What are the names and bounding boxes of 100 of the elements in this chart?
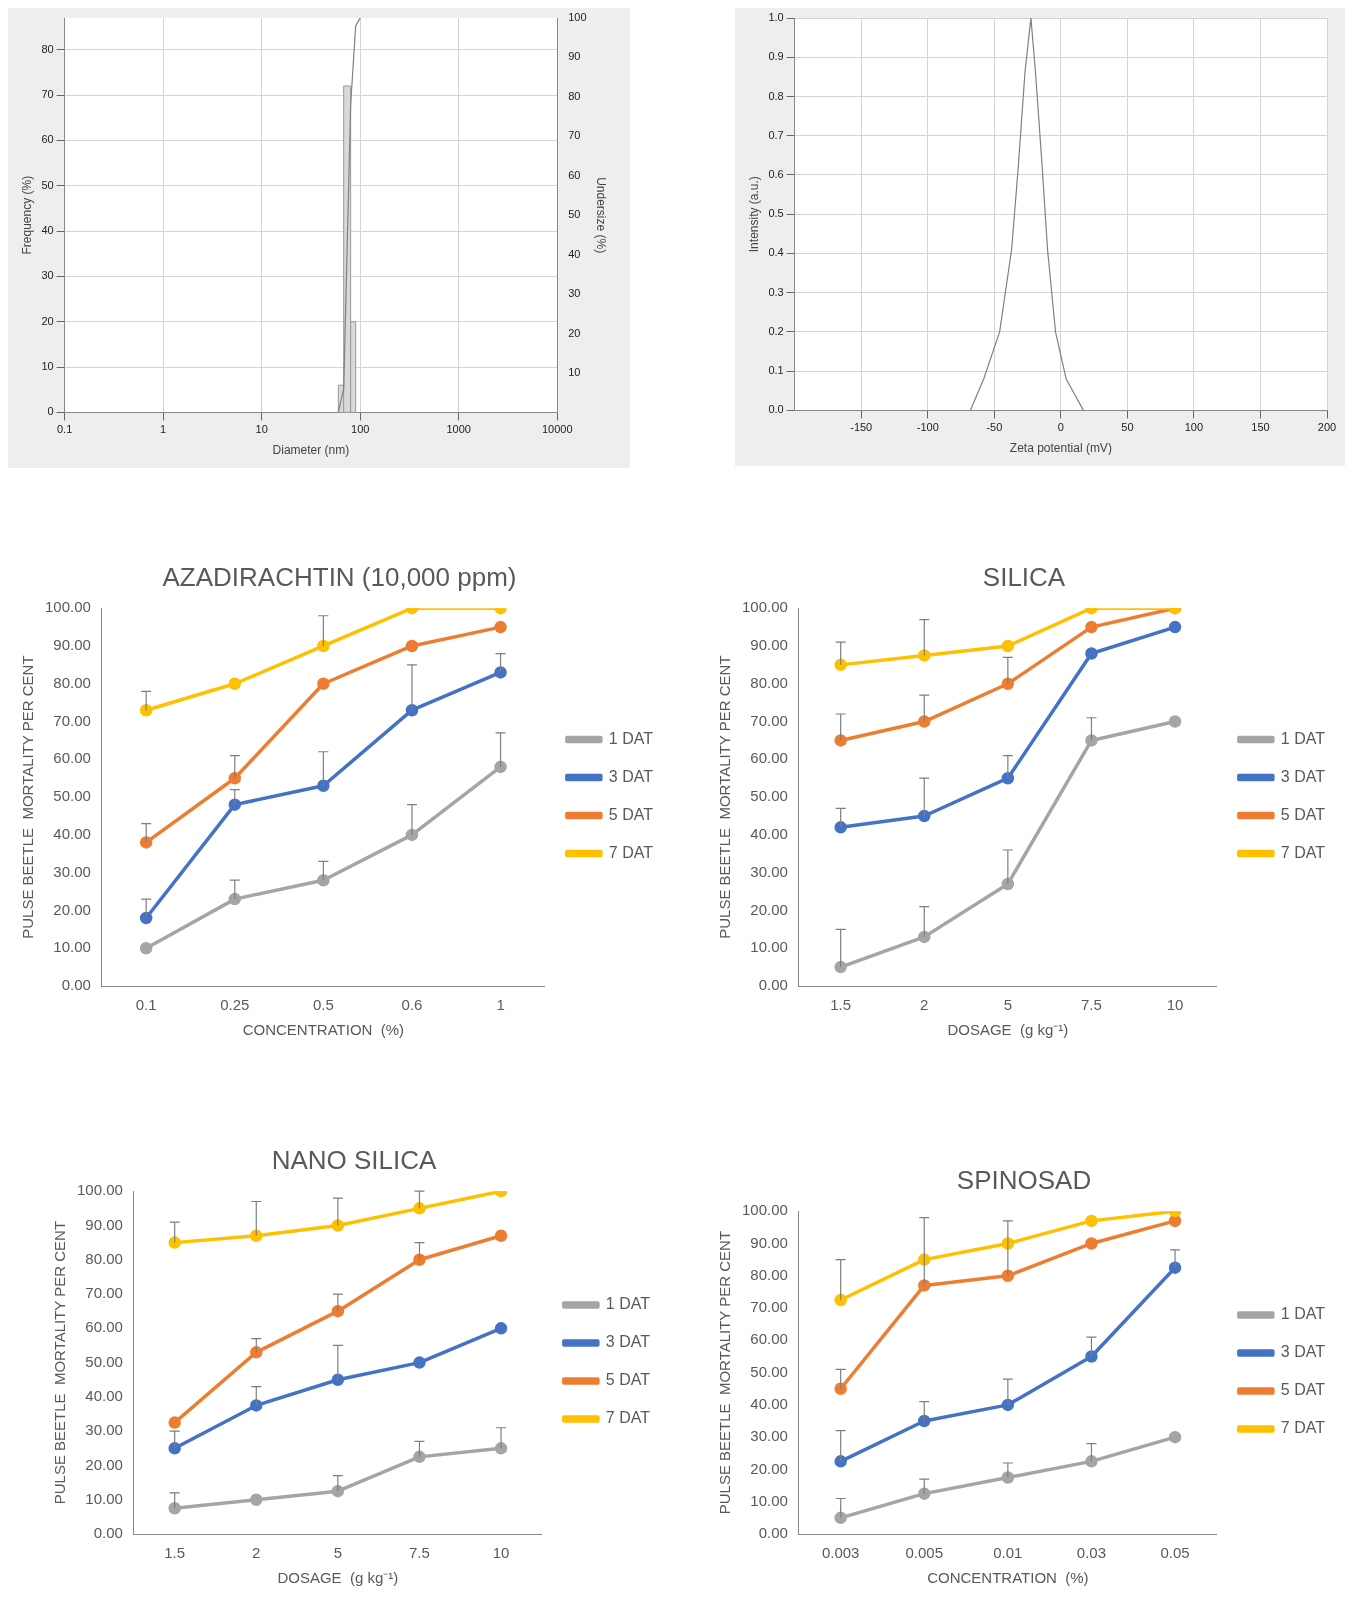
x-axis-title: DOSAGE (g kg⁻¹) (947, 1021, 1069, 1039)
y-tick-label: 80.00 (750, 1265, 788, 1283)
x-tick-label: 1.5 (164, 1544, 186, 1562)
legend-label: 7 DAT (608, 843, 654, 861)
point (250, 1229, 263, 1243)
y-tick-label: 90.00 (750, 636, 788, 654)
point (1001, 639, 1015, 653)
y-tick-label: 60 (41, 133, 54, 146)
y-axis-title: PULSE BEETLE MORTALITY PER CENT (51, 1220, 69, 1505)
y2-tick-label: 10 (568, 365, 581, 378)
y-axis-title: PULSE BEETLE MORTALITY PER CENT (716, 1230, 734, 1515)
x-tick-label: 200 (1317, 421, 1337, 434)
y-tick-label: 1.0 (768, 11, 784, 24)
x-tick-label: 100 (1184, 421, 1204, 434)
x-tick-label: 10 (492, 1544, 510, 1562)
x-tick-label: 0.25 (220, 996, 250, 1014)
point (139, 836, 153, 849)
x-tick-label: 0.05 (1160, 1544, 1190, 1562)
y-tick-label: 60.00 (750, 749, 788, 767)
x-axis-title: Diameter (nm) (272, 443, 350, 458)
y-tick-label: 0.00 (758, 1524, 788, 1542)
legend-label: 5 DAT (608, 805, 654, 823)
y-tick-label: 30.00 (750, 862, 788, 880)
y-tick-label: 100.00 (741, 1201, 788, 1219)
x-tick-label: 10 (255, 423, 268, 436)
y-tick-label: 0.6 (768, 167, 784, 180)
x-tick-label: 150 (1251, 421, 1270, 434)
y-tick-label: 80.00 (53, 673, 91, 691)
point (918, 1279, 931, 1292)
point (1168, 1214, 1182, 1228)
legend-label: 1 DAT (1280, 729, 1326, 747)
y-tick-label: 30.00 (53, 862, 91, 880)
point (228, 798, 242, 811)
point (168, 1442, 181, 1455)
point (1085, 647, 1098, 660)
legend-label: 5 DAT (1280, 1381, 1326, 1399)
point (494, 666, 507, 679)
legend-label: 7 DAT (605, 1409, 651, 1427)
x-tick-label: 0.005 (905, 1544, 944, 1562)
x-tick-label: 1 (496, 996, 505, 1014)
y2-tick-label: 100 (568, 11, 587, 24)
point (494, 620, 507, 634)
point (918, 649, 931, 662)
point (168, 1236, 181, 1249)
y-tick-label: 80 (41, 42, 54, 55)
y-tick-label: 60.00 (85, 1318, 123, 1336)
x-tick-label: 0.003 (821, 1544, 860, 1562)
point (918, 715, 931, 728)
chart-title: NANO SILICA (271, 1144, 438, 1175)
legend-label: 3 DAT (1280, 767, 1326, 785)
point (168, 1416, 181, 1429)
y-tick-label: 10.00 (750, 938, 788, 956)
y-tick-label: 80.00 (85, 1249, 123, 1267)
point (228, 771, 242, 785)
point (250, 1493, 263, 1506)
y-tick-label: 0.4 (768, 246, 784, 259)
y-tick-label: 90.00 (53, 636, 91, 654)
x-axis-title: CONCENTRATION (%) (927, 1569, 1089, 1587)
y2-tick-label: 60 (568, 168, 581, 181)
y-tick-label: 0.3 (768, 285, 784, 298)
y2-axis-title: Undersize (%) (594, 177, 609, 254)
point (834, 658, 847, 672)
y-tick-label: 50.00 (53, 787, 91, 805)
y-tick-label: 0.7 (768, 128, 784, 141)
legend-label: 7 DAT (1280, 1419, 1326, 1437)
chart-title: AZADIRACHTIN (10,000 ppm) (162, 561, 517, 592)
y-tick-label: 100.00 (44, 598, 91, 616)
y-axis-title: PULSE BEETLE MORTALITY PER CENT (19, 655, 37, 939)
y-tick-label: 100.00 (741, 598, 788, 616)
point (1168, 1430, 1182, 1444)
point (1085, 620, 1098, 634)
legend-label: 3 DAT (608, 767, 654, 785)
x-tick-label: 0 (1057, 421, 1064, 434)
point (494, 1229, 508, 1243)
point (413, 1253, 426, 1267)
y-tick-label: 40.00 (750, 825, 788, 843)
x-tick-label: 0.03 (1076, 1544, 1107, 1562)
point (250, 1399, 263, 1412)
y-tick-label: 70.00 (750, 711, 788, 729)
y-tick-label: 70.00 (85, 1284, 123, 1302)
y-tick-label: 0.8 (768, 89, 784, 102)
y-tick-label: 10.00 (53, 938, 91, 956)
y2-tick-label: 40 (568, 247, 581, 260)
x-tick-label: 1 (160, 423, 167, 436)
legend-label: 5 DAT (1280, 805, 1326, 823)
y2-tick-label: 80 (568, 89, 581, 102)
point (494, 760, 507, 774)
x-tick-label: 2 (920, 996, 929, 1014)
x-tick-label: 50 (1121, 421, 1134, 434)
y-tick-label: 80.00 (750, 673, 788, 691)
point (918, 1414, 931, 1428)
y-tick-label: 20 (41, 314, 54, 327)
y-tick-label: 100.00 (76, 1181, 123, 1199)
point (494, 1322, 508, 1335)
chart-title: SILICA (982, 561, 1066, 592)
legend-label: 1 DAT (1280, 1305, 1326, 1323)
legend-label: 1 DAT (608, 729, 654, 747)
x-tick-label: -150 (850, 421, 873, 434)
y-tick-label: 40 (41, 224, 54, 237)
legend-label: 3 DAT (605, 1333, 651, 1351)
